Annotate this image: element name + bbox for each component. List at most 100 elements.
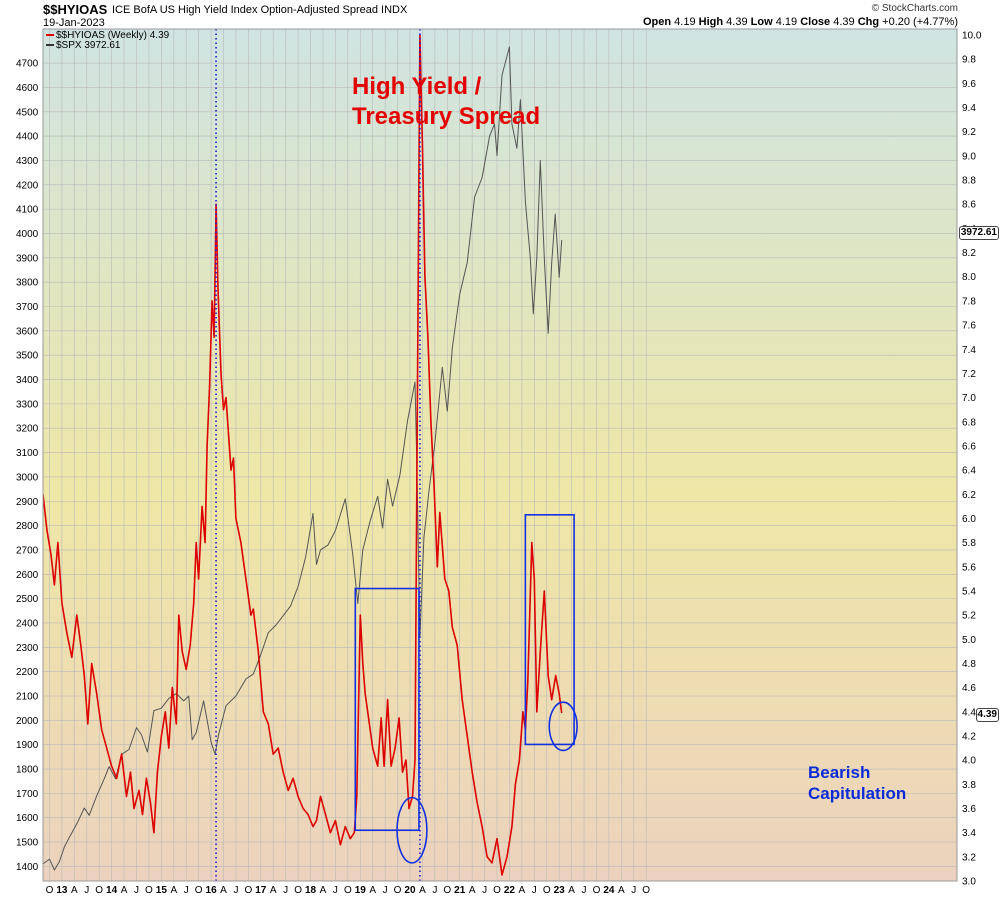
x-axis-tick-label: 17 — [255, 885, 267, 896]
open-label: Open — [642, 16, 672, 28]
x-axis-tick-label: 14 — [106, 885, 118, 896]
right-axis-tick-label: 9.2 — [962, 127, 976, 138]
left-axis-tick-label: 3900 — [16, 253, 39, 264]
left-axis-tick-label: 3000 — [16, 472, 39, 483]
left-axis-tick-label: 4400 — [16, 132, 39, 143]
x-axis-tick-label: 19 — [355, 885, 367, 896]
right-axis-tick-label: 4.8 — [962, 659, 976, 670]
right-axis-tick-label: 8.6 — [962, 200, 976, 211]
close-label: Close — [800, 16, 831, 28]
x-axis-tick-label: J — [184, 885, 189, 896]
left-axis-tick-label: 2700 — [16, 545, 39, 556]
left-axis-tick-label: 2000 — [16, 716, 39, 727]
highlight-box — [354, 587, 420, 832]
left-axis-tick-label: 2800 — [16, 521, 39, 532]
legend-swatch-spx — [46, 44, 54, 47]
right-axis-tick-label: 5.8 — [962, 538, 976, 549]
left-axis-tick-label: 3700 — [16, 302, 39, 313]
x-axis-tick-label: O — [344, 885, 352, 896]
chart-subtitle: ICE BofA US High Yield Index Option-Adju… — [112, 4, 408, 16]
right-axis-tick-label: 7.4 — [962, 345, 976, 356]
x-axis-tick-label: O — [493, 885, 501, 896]
annotation-capitulation-line2: Capitulation — [808, 784, 907, 803]
legend-label-spread: $$HYIOAS (Weekly) 4.39 — [56, 30, 170, 41]
left-axis-tick-label: 4100 — [16, 205, 39, 216]
right-axis-tick-label: 7.6 — [962, 321, 976, 332]
close-value: 4.39 — [833, 16, 855, 28]
left-axis-tick-label: 2200 — [16, 667, 39, 678]
left-axis-tick-label: 2300 — [16, 643, 39, 654]
x-axis-tick-label: O — [543, 885, 551, 896]
x-axis-tick-label: J — [383, 885, 388, 896]
open-value: 4.19 — [674, 16, 696, 28]
x-axis-tick-label: O — [95, 885, 103, 896]
x-axis-tick-label: A — [469, 885, 476, 896]
x-axis-tick-label: O — [443, 885, 451, 896]
x-axis-tick-label: A — [170, 885, 177, 896]
legend-swatch-spread — [46, 34, 54, 37]
series-line-spx — [43, 46, 563, 871]
x-axis-tick-label: J — [134, 885, 139, 896]
x-axis-tick-label: 21 — [454, 885, 466, 896]
left-axis-tick-label: 3300 — [16, 399, 39, 410]
right-axis-tick-label: 9.6 — [962, 79, 976, 90]
annotation-title-line2: Treasury Spread — [352, 103, 541, 130]
left-axis-tick-label: 4000 — [16, 229, 39, 240]
grid-lines — [43, 29, 957, 881]
highlight-circle — [396, 796, 428, 864]
x-axis-tick-label: O — [244, 885, 252, 896]
annotation-title-line1: High Yield / — [352, 73, 482, 100]
right-axis-tick-label: 6.2 — [962, 490, 976, 501]
right-axis-tick-label: 7.2 — [962, 369, 976, 380]
annotation-capitulation-line1: Bearish — [808, 763, 871, 782]
highlight-circle — [548, 701, 578, 752]
legend-item-spx: $SPX 3972.61 — [46, 40, 121, 51]
x-axis-tick-label: J — [631, 885, 636, 896]
left-axis-tick-label: 1800 — [16, 765, 39, 776]
right-axis-tick-label: 3.8 — [962, 780, 976, 791]
source-credit: © StockCharts.com — [871, 3, 958, 14]
x-axis-tick-label: A — [220, 885, 227, 896]
right-axis-tick-label: 4.2 — [962, 731, 976, 742]
right-axis-tick-label: 3.4 — [962, 828, 976, 839]
right-axis-tick-label: 7.0 — [962, 393, 976, 404]
right-axis-tick-label: 5.0 — [962, 635, 976, 646]
legend-item-spread: $$HYIOAS (Weekly) 4.39 — [46, 30, 169, 41]
plot-background — [43, 29, 957, 881]
right-axis-tick-label: 4.0 — [962, 756, 976, 767]
annotation-capitulation: Bearish Capitulation — [808, 762, 906, 804]
x-axis-tick-label: J — [482, 885, 487, 896]
x-axis-tick-label: A — [71, 885, 78, 896]
annotation-shapes — [215, 29, 578, 881]
x-axis-tick-label: A — [320, 885, 327, 896]
left-axis-tick-label: 4500 — [16, 107, 39, 118]
highlight-box — [524, 514, 575, 746]
x-axis-tick-label: J — [233, 885, 238, 896]
right-axis-tick-label: 6.8 — [962, 417, 976, 428]
right-axis-tick-label: 3.2 — [962, 852, 976, 863]
left-axis-tick-label: 4700 — [16, 59, 39, 70]
x-axis-tick-label: J — [532, 885, 537, 896]
right-axis-tick-label: 5.6 — [962, 562, 976, 573]
right-axis-tick-label: 6.6 — [962, 441, 976, 452]
x-axis-tick-label: A — [419, 885, 426, 896]
right-axis-tick-label: 3.0 — [962, 877, 976, 888]
chart-date: 19-Jan-2023 — [43, 17, 105, 29]
left-axis-tick-label: 4600 — [16, 83, 39, 94]
x-axis-tick-label: J — [84, 885, 89, 896]
x-axis-tick-label: 13 — [56, 885, 68, 896]
left-axis-tick-label: 2500 — [16, 594, 39, 605]
chart-symbol: $$HYIOAS — [43, 2, 108, 17]
x-axis-tick-label: O — [593, 885, 601, 896]
right-axis-tick-label: 8.8 — [962, 176, 976, 187]
x-axis-tick-label: 20 — [404, 885, 416, 896]
x-axis-tick-label: A — [618, 885, 625, 896]
x-axis-tick-label: 16 — [206, 885, 218, 896]
left-axis-tick-label: 4200 — [16, 180, 39, 191]
high-value: 4.39 — [726, 16, 748, 28]
x-axis-tick-label: J — [432, 885, 437, 896]
right-axis-tick-label: 4.4 — [962, 707, 976, 718]
ohlc-readout: Open 4.19 High 4.39 Low 4.19 Close 4.39 … — [643, 16, 958, 28]
x-axis-tick-label: A — [369, 885, 376, 896]
